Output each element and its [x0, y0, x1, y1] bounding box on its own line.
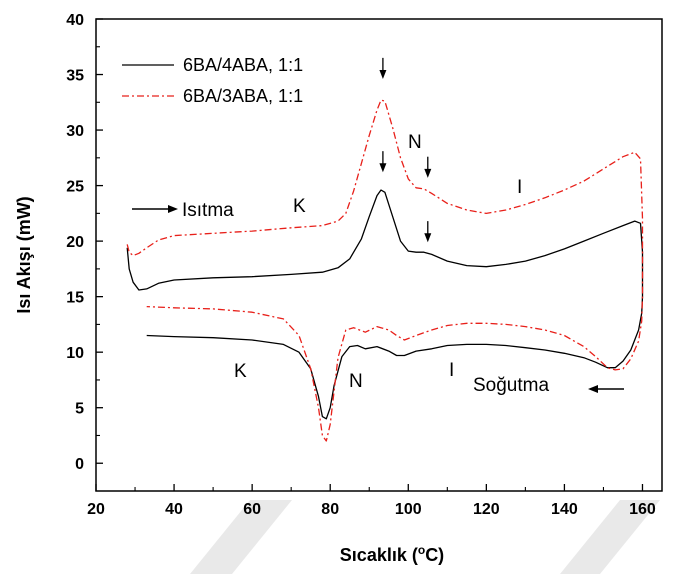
x-tick-label-20: 20: [87, 501, 105, 518]
x-tick-label-40: 40: [165, 501, 183, 518]
watermark: [190, 500, 660, 574]
x-tick-label-100: 100: [395, 501, 422, 518]
y-tick-label-15: 15: [66, 290, 84, 307]
y-tick-label-40: 40: [66, 12, 84, 29]
legend-label-series-2: 6BA/3ABA, 1:1: [183, 86, 303, 106]
legend-label-series-1: 6BA/4ABA, 1:1: [183, 55, 303, 75]
phase-i-bottom: I: [449, 360, 454, 381]
x-tick-label-140: 140: [551, 501, 578, 518]
axis-ticks: [95, 18, 644, 491]
annotations: Isıtma K N I K N I Soğutma: [132, 132, 624, 396]
phase-n-bottom: N: [349, 371, 363, 392]
y-tick-label-30: 30: [66, 123, 84, 140]
heating-arrow-head: [168, 205, 178, 213]
phase-n-top: N: [408, 132, 422, 153]
x-tick-label-120: 120: [473, 501, 500, 518]
x-tick-label-80: 80: [321, 501, 339, 518]
series-line-2: [126, 99, 644, 442]
phase-k-bottom: K: [234, 361, 247, 382]
arrow-top-peak-head: [379, 69, 387, 79]
x-tick-label-160: 160: [629, 501, 656, 518]
legend: 6BA/4ABA, 1:1 6BA/3ABA, 1:1: [122, 55, 303, 106]
x-axis-title: Sıcaklık (oC): [340, 543, 444, 565]
phase-i-top: I: [517, 177, 522, 198]
y-tick-label-10: 10: [66, 345, 84, 362]
x-tick-labels: 20 40 60 80 100 120 140 160: [87, 501, 656, 518]
arrow-red-shoulder-head: [424, 168, 432, 178]
y-tick-label-35: 35: [66, 68, 84, 85]
peak-arrows: [379, 57, 432, 243]
phase-k-top: K: [293, 196, 306, 217]
arrow-black-shoulder-head: [424, 233, 432, 243]
y-axis-title: Isı Akışı (mW): [14, 196, 34, 313]
cooling-arrow-head: [588, 385, 598, 393]
x-tick-label-60: 60: [243, 501, 261, 518]
plot-area: [95, 18, 663, 492]
y-tick-label-5: 5: [75, 401, 84, 418]
heating-label: Isıtma: [182, 200, 234, 221]
arrow-black-peak-head: [379, 163, 387, 173]
series-line-1: [126, 189, 644, 420]
cooling-label: Soğutma: [473, 375, 549, 396]
y-tick-labels: 0 5 10 15 20 25 30 35 40: [66, 12, 84, 473]
y-tick-label-20: 20: [66, 234, 84, 251]
y-tick-label-0: 0: [75, 456, 84, 473]
y-tick-label-25: 25: [66, 179, 84, 196]
series-layer: [126, 99, 644, 442]
